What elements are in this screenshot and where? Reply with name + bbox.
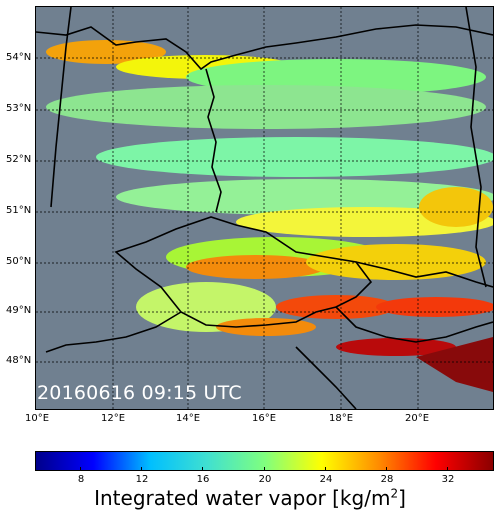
lon-label-20: 20°E: [404, 413, 430, 424]
wv-blob-southeast-red: [376, 297, 493, 317]
lon-label-16: 16°E: [251, 413, 277, 424]
lat-label-54: 54°N: [6, 52, 32, 63]
colorbar-tick-mark-32: [447, 467, 448, 471]
colorbar-tick-28: 28: [380, 474, 394, 485]
colorbar-tick-mark-8: [80, 467, 81, 471]
lat-label-49: 49°N: [6, 305, 32, 316]
southern-border: [295, 346, 357, 409]
lat-label-52: 52°N: [6, 154, 32, 165]
wv-blob-east-yellow: [419, 187, 493, 227]
colorbar-label-superscript: 2: [390, 486, 399, 501]
colorbar-tick-20: 20: [258, 474, 272, 485]
map-borders: [36, 7, 493, 409]
colorbar-tick-mark-24: [325, 467, 326, 471]
colorbar-label: Integrated water vapor [kg/m2]: [0, 486, 500, 510]
lat-label-51: 51°N: [6, 205, 32, 216]
colorbar-tick-mark-20: [264, 467, 265, 471]
lat-label-50: 50°N: [6, 256, 32, 267]
map-panel: [35, 6, 494, 410]
eastern-border: [465, 7, 487, 288]
lon-label-10: 10°E: [24, 413, 50, 424]
slovakia-border: [355, 261, 493, 288]
austria-border: [45, 311, 182, 353]
graticule: [36, 7, 493, 409]
wv-blob-south-yellow: [306, 244, 486, 280]
timestamp-label: 20160616 09:15 UTC: [37, 382, 242, 404]
colorbar-label-text: Integrated water vapor [kg/m: [94, 486, 391, 510]
lat-label-53: 53°N: [6, 103, 32, 114]
lon-label-12: 12°E: [100, 413, 126, 424]
water-vapor-map: [36, 7, 493, 409]
wv-blob-band-green-2: [96, 137, 493, 177]
hungary-border: [335, 306, 493, 343]
colorbar-tick-mark-16: [202, 467, 203, 471]
colorbar-tick-32: 32: [441, 474, 455, 485]
baltic-coastline: [36, 24, 493, 71]
wv-blob-southeast-darkred-2: [416, 337, 493, 392]
wv-blob-south-orange: [186, 255, 326, 279]
colorbar-tick-12: 12: [135, 474, 149, 485]
germany-poland-border: [205, 68, 222, 213]
colorbar-tick-8: 8: [77, 474, 85, 485]
lat-label-48: 48°N: [6, 355, 32, 366]
colorbar-tick-16: 16: [196, 474, 210, 485]
wv-blob-band-green-1: [46, 85, 486, 129]
lon-label-18: 18°E: [328, 413, 354, 424]
colorbar-tick-mark-12: [141, 467, 142, 471]
lon-label-14: 14°E: [175, 413, 201, 424]
germany-west-border: [50, 7, 72, 208]
colorbar-tick-24: 24: [319, 474, 333, 485]
wv-blob-band-green-3: [116, 179, 493, 215]
wv-blob-southeast-darkred: [336, 338, 456, 356]
czech-border: [114, 216, 373, 328]
colorbar-tick-mark-28: [386, 467, 387, 471]
colorbar-label-end: ]: [398, 486, 406, 510]
